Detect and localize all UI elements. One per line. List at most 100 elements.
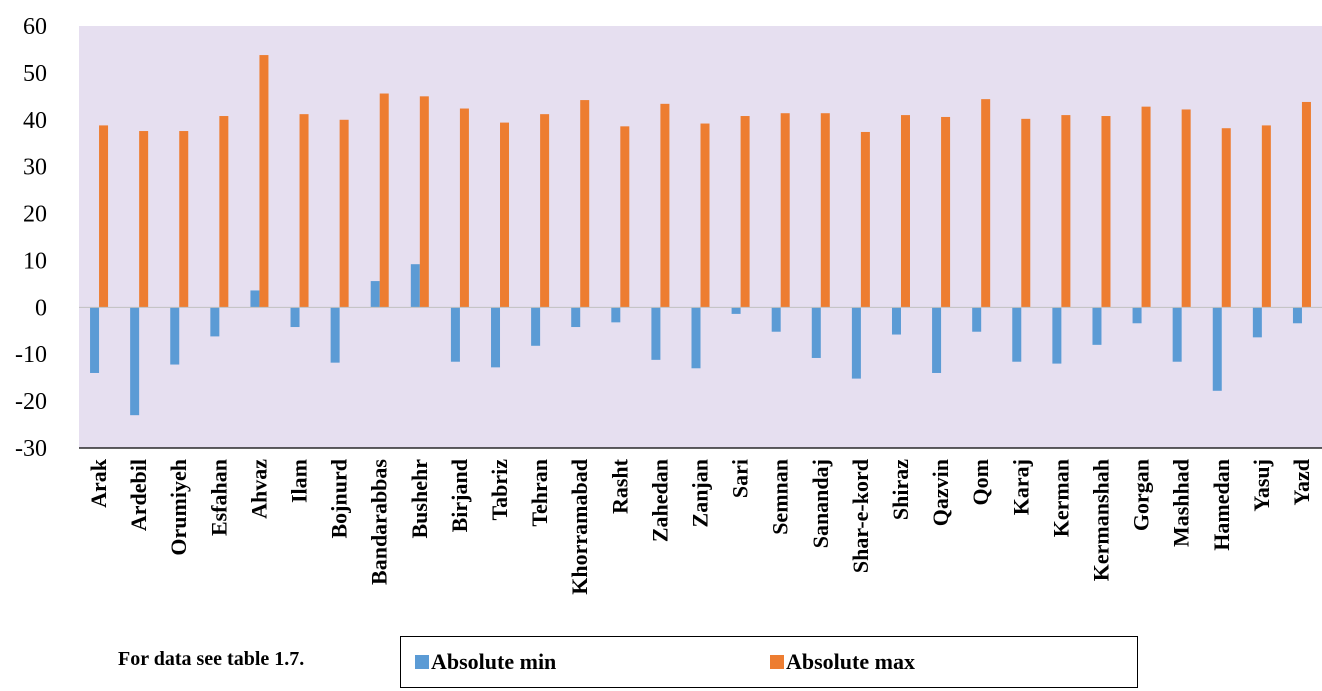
bar-absolute-max [179, 131, 189, 308]
series-absolute-max [99, 55, 1311, 308]
bar-absolute-max [740, 116, 750, 308]
x-tick-label: Ahvaz [246, 459, 271, 519]
bar-absolute-min [731, 307, 741, 314]
bar-absolute-min [771, 307, 781, 332]
bar-absolute-max [139, 131, 149, 308]
bar-absolute-min [1252, 307, 1262, 338]
x-tick-label: Khorramabad [567, 459, 592, 595]
x-tick-label: Esfahan [206, 459, 231, 536]
y-tick-label: 20 [23, 202, 47, 228]
y-tick-label: 30 [23, 155, 47, 181]
bar-absolute-max [219, 116, 229, 308]
legend-label-absolute-max: Absolute max [786, 649, 915, 674]
bar-absolute-max [1141, 106, 1151, 308]
x-tick-label: Yasuj [1249, 459, 1274, 512]
bar-absolute-min [170, 307, 180, 365]
y-tick-label: -20 [15, 389, 47, 415]
x-tick-label: Shiraz [888, 459, 913, 520]
x-tick-label: Kerman [1048, 459, 1073, 537]
bar-absolute-max [540, 114, 550, 308]
x-axis-ticks: Arak Ardebil Orumiyeh Esfahan Ahvaz Ilam Bojnu… [86, 458, 1314, 594]
bar-absolute-min [891, 307, 901, 335]
bar-absolute-min [691, 307, 701, 369]
x-tick-label: Zanjan [688, 459, 713, 527]
bar-absolute-max [860, 131, 870, 308]
bar-absolute-max [1021, 118, 1031, 308]
bar-absolute-max [981, 99, 991, 308]
bar-absolute-min [210, 307, 220, 337]
x-tick-label: Ardebil [126, 459, 151, 531]
bar-absolute-min [90, 307, 100, 373]
x-tick-label: Tabriz [487, 459, 512, 521]
bar-absolute-min [932, 307, 942, 373]
x-tick-label: Orumiyeh [166, 459, 191, 556]
x-tick-label: Hamedan [1209, 459, 1234, 551]
x-tick-label: Bandarabbas [367, 459, 392, 585]
bar-absolute-max [1181, 109, 1191, 308]
bar-absolute-max [1221, 128, 1231, 308]
legend: Absolute min Absolute max [400, 636, 1138, 688]
y-tick-label: -30 [15, 436, 47, 462]
bar-absolute-max [900, 115, 910, 308]
y-tick-label: 60 [23, 14, 47, 40]
bar-absolute-min [410, 264, 420, 308]
bar-absolute-max [700, 123, 710, 308]
data-source-note: For data see table 1.7. [118, 648, 305, 670]
legend-item-absolute-min: Absolute min [415, 649, 556, 675]
bar-absolute-max [1061, 115, 1071, 308]
x-tick-label: Kermanshah [1088, 459, 1113, 581]
x-tick-label: Bojnurd [327, 459, 352, 538]
bar-absolute-min [1172, 307, 1182, 362]
bar-absolute-max [780, 113, 790, 308]
bar-absolute-max [1301, 101, 1311, 308]
bar-absolute-min [250, 290, 260, 308]
bar-absolute-min [1052, 307, 1062, 364]
y-tick-label: 0 [35, 295, 47, 321]
bar-absolute-min [370, 281, 380, 308]
bar-absolute-max [299, 114, 309, 308]
bar-absolute-max [660, 103, 670, 308]
x-tick-label: Birjand [447, 459, 472, 532]
legend-label-absolute-min: Absolute min [431, 649, 557, 674]
bar-absolute-min [811, 307, 821, 358]
x-tick-label: Rasht [607, 458, 632, 514]
bar-absolute-max [1261, 125, 1271, 308]
x-tick-label: Mashhad [1169, 459, 1194, 547]
y-tick-label: 40 [23, 108, 47, 134]
bar-absolute-min [611, 307, 621, 323]
x-tick-label: Qazvin [928, 459, 953, 526]
bar-absolute-min [851, 307, 861, 379]
y-axis-ticks: -30 -20 -10 0 10 20 30 40 50 60 [15, 14, 47, 462]
x-tick-label: Zahedan [647, 459, 672, 542]
bar-absolute-min [1012, 307, 1022, 362]
bar-absolute-min [651, 307, 661, 360]
bar-absolute-max [580, 100, 590, 308]
x-tick-label: Bushehr [407, 459, 432, 539]
x-tick-label: Tehran [527, 459, 552, 527]
bar-absolute-max [1101, 116, 1111, 308]
x-tick-label: Sanandaj [808, 459, 833, 548]
bar-absolute-max [500, 122, 510, 308]
legend-swatch-absolute-max [770, 655, 784, 669]
x-tick-label: Karaj [1008, 459, 1033, 515]
bar-absolute-max [620, 126, 630, 308]
x-tick-label: Yazd [1289, 459, 1314, 505]
bar-absolute-min [450, 307, 460, 362]
bar-absolute-min [1212, 307, 1222, 391]
bar-absolute-max [339, 119, 349, 308]
x-tick-label: Arak [86, 458, 111, 508]
bar-absolute-max [820, 113, 830, 308]
y-tick-label: 10 [23, 248, 47, 274]
bar-absolute-max [419, 96, 429, 308]
legend-swatch-absolute-min [415, 655, 429, 669]
bar-absolute-max [259, 55, 269, 308]
x-tick-label: Gorgan [1129, 459, 1154, 531]
bar-absolute-min [571, 307, 581, 328]
legend-item-absolute-max: Absolute max [770, 649, 915, 675]
bar-absolute-max [379, 93, 389, 308]
bar-absolute-min [531, 307, 541, 346]
bar-absolute-min [1292, 307, 1302, 324]
y-tick-label: -10 [15, 342, 47, 368]
bar-absolute-max [459, 108, 469, 308]
bar-absolute-min [290, 307, 300, 328]
